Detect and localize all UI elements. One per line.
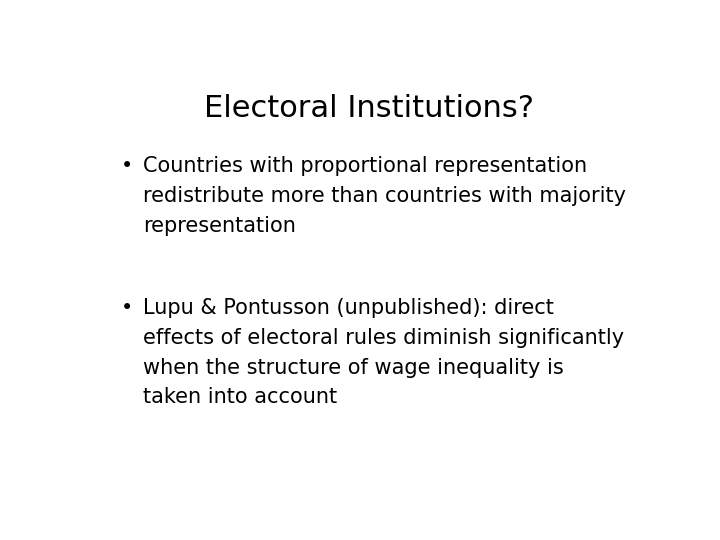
Text: Lupu & Pontusson (unpublished): direct: Lupu & Pontusson (unpublished): direct: [143, 298, 554, 318]
Text: •: •: [121, 156, 133, 176]
Text: taken into account: taken into account: [143, 388, 337, 408]
Text: Countries with proportional representation: Countries with proportional representati…: [143, 156, 587, 176]
Text: •: •: [121, 298, 133, 318]
Text: when the structure of wage inequality is: when the structure of wage inequality is: [143, 357, 564, 377]
Text: representation: representation: [143, 216, 296, 236]
Text: effects of electoral rules diminish significantly: effects of electoral rules diminish sign…: [143, 328, 624, 348]
Text: redistribute more than countries with majority: redistribute more than countries with ma…: [143, 186, 626, 206]
Text: Electoral Institutions?: Electoral Institutions?: [204, 94, 534, 123]
